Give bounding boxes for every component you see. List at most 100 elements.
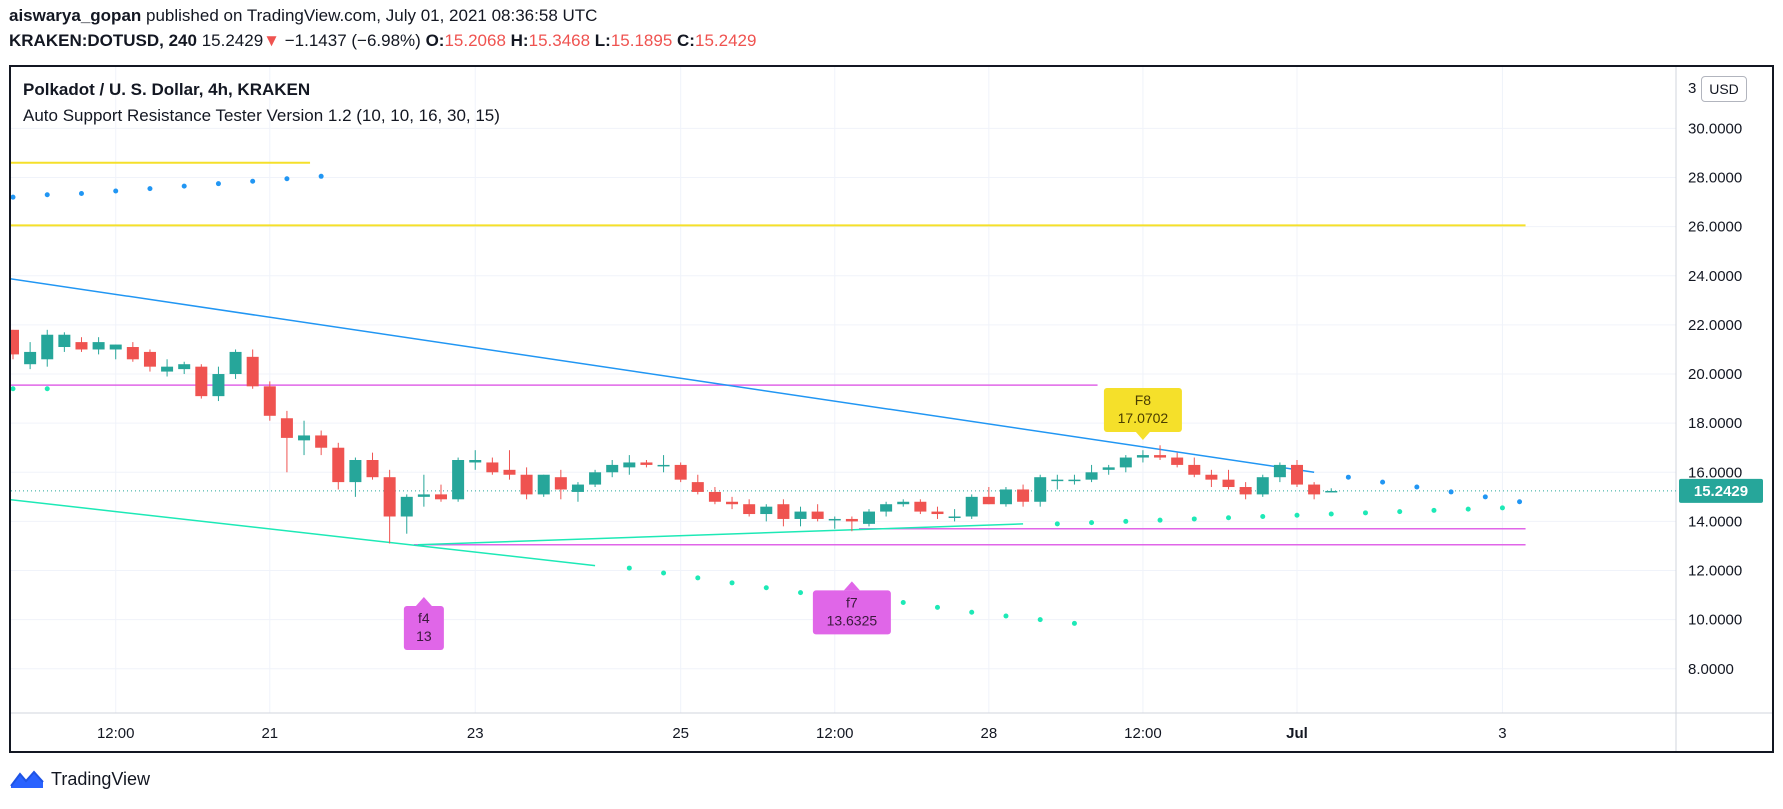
open-value: 15.2068 (444, 31, 506, 50)
dot-blue (11, 194, 16, 200)
candle-body (229, 351, 242, 375)
candle-body (606, 464, 619, 473)
candle-body (212, 374, 225, 397)
candle-body (726, 501, 739, 505)
brand-name: TradingView (51, 768, 151, 789)
candle-body (794, 511, 807, 519)
label-f7-pointer (843, 581, 860, 591)
dot-green (1191, 516, 1197, 522)
high-label: H: (510, 31, 529, 50)
price-tick-label: 8.0000 (1688, 661, 1734, 678)
close-value: 15.2429 (694, 31, 757, 50)
price-tick-label: 26.0000 (1688, 219, 1742, 236)
dot-green (1431, 507, 1437, 513)
candle-body (999, 489, 1012, 505)
low-value: 15.1895 (610, 31, 673, 50)
candle-body (1017, 489, 1030, 502)
candle-body (178, 364, 191, 370)
candle-body (691, 482, 704, 492)
dot-blue (1380, 479, 1386, 485)
dot-blue (181, 183, 187, 189)
open-label: O: (425, 31, 445, 50)
trend-line-green (417, 523, 1024, 546)
candle-body (263, 386, 276, 416)
candle-body (640, 462, 653, 465)
time-tick-label: 12:00 (97, 725, 135, 742)
dot-green (11, 386, 16, 392)
candle-body (503, 469, 516, 475)
candle-body (1325, 490, 1338, 493)
candle-body (777, 504, 790, 519)
price-tick-label: 30.0000 (1688, 120, 1742, 137)
candle-body (41, 334, 54, 360)
time-tick-label: 28 (980, 725, 997, 742)
price-tick-label: 28.0000 (1688, 170, 1742, 187)
time-tick-label: 25 (672, 725, 689, 742)
currency-button[interactable]: USD (1701, 76, 1747, 102)
dot-blue (44, 192, 50, 198)
candle-body (1205, 474, 1218, 480)
candle-body (760, 506, 773, 515)
candle-body (58, 334, 71, 348)
dot-blue (1345, 474, 1351, 480)
candle-body (1222, 479, 1235, 488)
candle-body (92, 342, 105, 350)
dot-green (695, 575, 701, 581)
dot-green (763, 585, 769, 591)
candle-body (383, 477, 396, 517)
candle-body (143, 351, 156, 367)
label-f4-box (403, 605, 444, 650)
dot-green (1054, 521, 1060, 527)
candle-body (1308, 484, 1321, 495)
candle-body (435, 494, 447, 500)
dot-green (900, 599, 906, 605)
candle-body (452, 460, 465, 500)
dot-green (1157, 517, 1163, 523)
dot-blue (250, 178, 256, 184)
dot-blue (113, 188, 119, 194)
candle-body (571, 484, 584, 492)
candle-body (1291, 464, 1303, 485)
dot-green (1294, 512, 1300, 518)
candle-body (1171, 457, 1184, 465)
dot-green (934, 604, 940, 610)
trend-line-green (11, 499, 596, 567)
dot-green (1123, 518, 1129, 524)
candle-body (674, 464, 687, 480)
last-price: 15.2429 (201, 31, 264, 50)
candle-body (914, 501, 927, 512)
dot-green (1362, 510, 1368, 516)
candle-body (982, 496, 995, 505)
tradingview-logo-icon (10, 770, 44, 788)
close-label: C: (677, 31, 695, 50)
candle-body (589, 472, 602, 485)
candle-body (845, 518, 858, 522)
current-price-badge-text: 15.2429 (1694, 483, 1748, 500)
dot-green (1260, 513, 1266, 519)
footer-brand[interactable]: TradingView (9, 768, 150, 790)
dot-green (1397, 509, 1403, 515)
candle-body (1136, 455, 1149, 458)
candle-body (708, 491, 721, 502)
indicator-title[interactable]: Auto Support Resistance Tester Version 1… (23, 106, 500, 125)
candle-body (657, 464, 670, 467)
plot-area (11, 161, 1676, 626)
label-f4-price: 13 (416, 628, 432, 644)
chart-frame (9, 65, 1774, 753)
candle-body (520, 474, 533, 495)
author-name[interactable]: aiswarya_gopan (9, 6, 142, 25)
candle-body (1068, 479, 1081, 482)
candle-body (11, 329, 19, 355)
dot-green (1071, 620, 1077, 626)
price-change: −1.1437 (−6.98%) (284, 31, 421, 50)
candle-body (246, 356, 259, 387)
dot-green (1089, 520, 1095, 526)
candle-body (280, 418, 293, 438)
dot-green (44, 386, 50, 392)
candle-body (811, 511, 824, 519)
label-f7-price: 13.6325 (827, 612, 878, 628)
dot-blue (318, 173, 324, 179)
candle-body (195, 366, 208, 397)
candle-body (417, 494, 430, 497)
